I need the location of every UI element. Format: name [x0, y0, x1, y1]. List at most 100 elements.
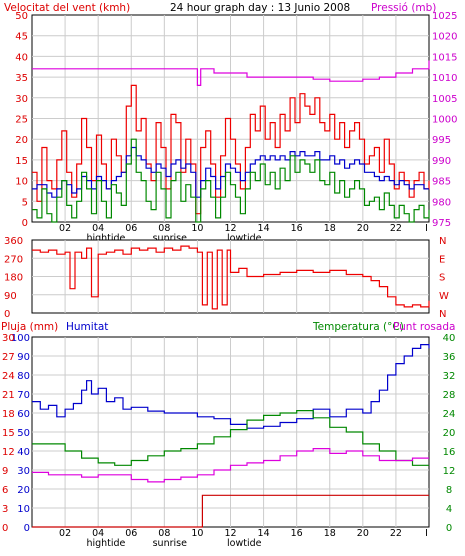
- temperature-tick: 8: [446, 485, 452, 496]
- humidity-temp-series-line-3: [32, 494, 429, 528]
- rain-tick: 18: [2, 409, 15, 420]
- wind-series-line-1: [32, 146, 429, 198]
- x-sub-label: hightide: [86, 233, 125, 244]
- humidity-temp-series: [32, 344, 430, 528]
- wind-series: [32, 60, 430, 223]
- direction-left-tick: 0: [4, 309, 10, 320]
- direction-series-line-0: [32, 245, 430, 310]
- x-sub-label: lowtide: [227, 233, 262, 244]
- temperature-axis-label: Temperatura (°C): [312, 321, 404, 333]
- humidity-tick: 30: [17, 466, 30, 477]
- temperature-tick: 20: [443, 428, 456, 439]
- wind-chart-title: 24 hour graph day : 13 Junio 2008: [170, 2, 350, 14]
- x-tick-label: 08: [158, 223, 170, 234]
- x-tick-label: 02: [59, 223, 71, 234]
- wind-left-tick: 30: [15, 94, 28, 105]
- pressure-right-tick: 995: [432, 135, 451, 146]
- temperature-tick: 16: [443, 447, 456, 458]
- temperature-tick: 36: [443, 352, 456, 363]
- x-tick-label: 16: [291, 223, 303, 234]
- x-tick-label: 10: [191, 223, 203, 234]
- humidity-tick: 70: [17, 390, 30, 401]
- x-tick-label: 18: [324, 528, 336, 539]
- x-tick-label: 14: [258, 528, 270, 539]
- x-tick-label: 04: [92, 223, 104, 234]
- x-tick-label: 20: [357, 528, 369, 539]
- wind-left-tick: 20: [15, 135, 28, 146]
- wind-axis-label: Velocitat del vent (kmh): [4, 2, 130, 14]
- x-tick-label: I: [425, 223, 428, 234]
- wind-left-tick: 5: [22, 197, 28, 208]
- humidity-tick: 20: [17, 485, 30, 496]
- direction-right-label: N: [439, 309, 446, 320]
- humidity-tick: 10: [17, 504, 30, 515]
- pressure-right-ticks: 975 980 985 990 995 1000 1005 1010 1015 1020 1025: [432, 11, 457, 229]
- direction-left-tick: 270: [4, 254, 23, 265]
- pressure-right-tick: 1020: [432, 32, 457, 43]
- pressure-right-tick: 1010: [432, 73, 457, 84]
- humidity-tick: 50: [17, 428, 30, 439]
- rain-tick: 30: [2, 333, 15, 344]
- rain-tick: 27: [2, 352, 15, 363]
- humidity-tick: 80: [17, 371, 30, 382]
- rain-tick: 21: [2, 390, 15, 401]
- pressure-right-tick: 980: [432, 197, 451, 208]
- x-tick-label: 12: [224, 223, 236, 234]
- rain-tick: 3: [2, 504, 8, 515]
- x-tick-label: 06: [125, 528, 137, 539]
- humidity-tick: 40: [17, 447, 30, 458]
- temperature-tick: 4: [446, 504, 452, 515]
- pressure-right-tick: 985: [432, 177, 451, 188]
- x-tick-label: 14: [258, 223, 270, 234]
- rain-tick: 6: [2, 485, 8, 496]
- wind-left-tick: 15: [15, 156, 28, 167]
- x-sub-label: hightide: [86, 538, 125, 549]
- wind-series-line-3: [32, 60, 430, 86]
- humidity-temp-series-line-0: [32, 344, 430, 429]
- humidity-axis-label: Humitat: [66, 321, 108, 333]
- pressure-right-tick: 1025: [432, 11, 457, 22]
- pressure-right-tick: 1005: [432, 94, 457, 105]
- wind-left-tick: 35: [15, 73, 28, 84]
- humidity-tick: 100: [11, 333, 30, 344]
- direction-left-tick: 360: [4, 236, 23, 247]
- rain-tick: 24: [2, 371, 15, 382]
- wind-left-ticks: 0 5 10 15 20 25 30 35 40 45 50: [15, 11, 28, 229]
- rain-tick: 9: [2, 466, 8, 477]
- temperature-right-ticks: 0 4 8 12 16 20 24 28 32 36 40: [443, 333, 456, 534]
- humidity-tick: 0: [24, 523, 30, 534]
- temperature-tick: 32: [443, 371, 456, 382]
- direction-left-tick: 90: [4, 291, 17, 302]
- direction-right-label: W: [439, 291, 449, 302]
- temperature-tick: 0: [446, 523, 452, 534]
- pressure-right-tick: 975: [432, 218, 451, 229]
- direction-left-tick: 180: [4, 273, 23, 284]
- direction-right-label: E: [439, 254, 445, 265]
- pressure-right-tick: 990: [432, 156, 451, 167]
- x-tick-label: 04: [92, 528, 104, 539]
- x-tick-label: 10: [191, 528, 203, 539]
- x-tick-label: 06: [125, 223, 137, 234]
- pressure-right-tick: 1015: [432, 52, 457, 63]
- x-tick-label: 02: [59, 528, 71, 539]
- x-sub-label: sunrise: [153, 538, 187, 549]
- x-tick-label: 08: [158, 528, 170, 539]
- humidity-temp-series-line-2: [32, 448, 429, 483]
- pressure-axis-label: Pressió (mb): [371, 2, 436, 14]
- x-sub-label: lowtide: [227, 538, 262, 549]
- wind-left-tick: 25: [15, 115, 28, 126]
- x-tick-label: 22: [390, 528, 402, 539]
- humidity-temp-series-line-1: [32, 410, 429, 466]
- humidity-tick: 60: [17, 409, 30, 420]
- direction-series: [32, 245, 430, 310]
- x-tick-label: I: [425, 528, 428, 539]
- wind-left-tick: 50: [15, 11, 28, 22]
- wind-series-line-2: [32, 138, 430, 223]
- rain-axis-label: Pluja (mm): [1, 321, 58, 333]
- direction-right-label: S: [439, 273, 445, 284]
- x-tick-label: 22: [390, 223, 402, 234]
